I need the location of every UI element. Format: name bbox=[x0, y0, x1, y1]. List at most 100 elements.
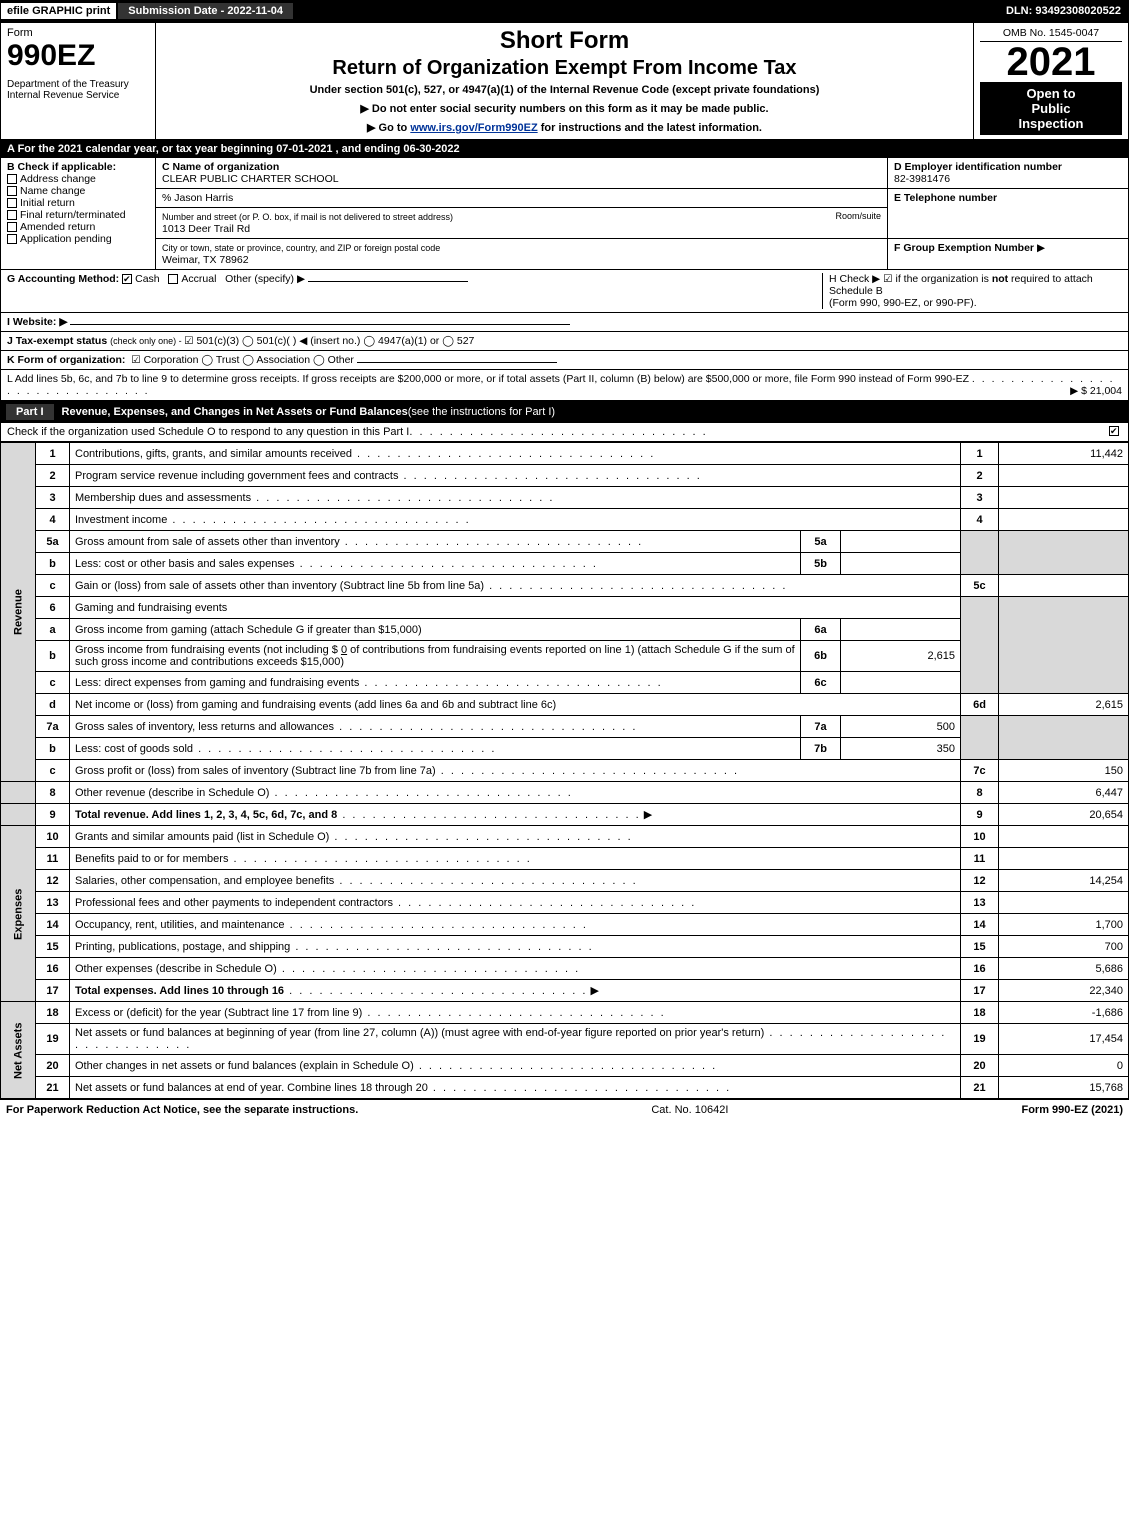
line-7a: 7a Gross sales of inventory, less return… bbox=[1, 716, 1129, 738]
l-text: L Add lines 5b, 6c, and 7b to line 9 to … bbox=[7, 373, 969, 385]
l3-rnum: 3 bbox=[961, 487, 999, 509]
l3-num: 3 bbox=[36, 487, 70, 509]
city-value: Weimar, TX 78962 bbox=[162, 254, 249, 266]
l2-dots bbox=[398, 470, 701, 482]
opt-name-change: Name change bbox=[20, 185, 85, 197]
efile-print-button[interactable]: efile GRAPHIC print bbox=[0, 2, 117, 20]
line-4: 4 Investment income 4 bbox=[1, 509, 1129, 531]
i-label: I Website: ▶ bbox=[7, 316, 67, 328]
part-i-header: Part I Revenue, Expenses, and Changes in… bbox=[0, 401, 1129, 423]
l12-dots bbox=[334, 875, 637, 887]
chk-initial-return[interactable] bbox=[7, 198, 17, 208]
l6-desc: Gaming and fundraising events bbox=[70, 597, 961, 619]
chk-schedule-o[interactable] bbox=[1109, 426, 1119, 436]
l5c-num: c bbox=[36, 575, 70, 597]
l19-num: 19 bbox=[36, 1024, 70, 1055]
chk-application-pending[interactable] bbox=[7, 234, 17, 244]
l6c-dots bbox=[359, 677, 662, 689]
l9-num: 9 bbox=[36, 804, 70, 826]
k-other-input[interactable] bbox=[357, 362, 557, 363]
footer-cat-no: Cat. No. 10642I bbox=[651, 1104, 728, 1116]
l10-num: 10 bbox=[36, 826, 70, 848]
part-i-sub: (see the instructions for Part I) bbox=[408, 406, 555, 418]
l17-desc: Total expenses. Add lines 10 through 16 bbox=[75, 985, 284, 997]
l16-desc: Other expenses (describe in Schedule O) bbox=[75, 963, 277, 975]
note-goto: ▶ Go to www.irs.gov/Form990EZ for instru… bbox=[162, 121, 967, 134]
dept-irs: Internal Revenue Service bbox=[7, 90, 149, 101]
f-arrow: ▶ bbox=[1037, 242, 1045, 254]
l1-dots bbox=[352, 448, 655, 460]
l6a-num: a bbox=[36, 619, 70, 641]
l8-rval: 6,447 bbox=[999, 782, 1129, 804]
opt-final-return: Final return/terminated bbox=[20, 209, 126, 221]
l6b-sv: 2,615 bbox=[841, 641, 961, 672]
b-label: B Check if applicable: bbox=[7, 161, 116, 173]
org-name: CLEAR PUBLIC CHARTER SCHOOL bbox=[162, 173, 339, 185]
l20-rnum: 20 bbox=[961, 1055, 999, 1077]
l5c-desc: Gain or (loss) from sale of assets other… bbox=[75, 580, 484, 592]
line-12: 12 Salaries, other compensation, and emp… bbox=[1, 870, 1129, 892]
l5b-num: b bbox=[36, 553, 70, 575]
l11-desc: Benefits paid to or for members bbox=[75, 853, 228, 865]
l6b-d1: Gross income from fundraising events (no… bbox=[75, 644, 338, 656]
title-return: Return of Organization Exempt From Incom… bbox=[162, 57, 967, 80]
chk-amended-return[interactable] bbox=[7, 222, 17, 232]
l14-dots bbox=[285, 919, 588, 931]
l1-num: 1 bbox=[36, 443, 70, 465]
l5c-rval bbox=[999, 575, 1129, 597]
l8-side-blank bbox=[1, 782, 36, 804]
street-label: Number and street (or P. O. box, if mail… bbox=[162, 212, 453, 222]
l21-desc: Net assets or fund balances at end of ye… bbox=[75, 1082, 428, 1094]
h-text3: (Form 990, 990-EZ, or 990-PF). bbox=[829, 297, 977, 309]
side-expenses: Expenses bbox=[1, 826, 36, 1002]
l21-rval: 15,768 bbox=[999, 1077, 1129, 1099]
l5c-rnum: 5c bbox=[961, 575, 999, 597]
l16-num: 16 bbox=[36, 958, 70, 980]
l11-dots bbox=[228, 853, 531, 865]
chk-final-return[interactable] bbox=[7, 210, 17, 220]
other-specify-input[interactable] bbox=[308, 281, 468, 282]
room-label: Room/suite bbox=[835, 211, 881, 221]
irs-link[interactable]: www.irs.gov/Form990EZ bbox=[410, 122, 537, 134]
website-input[interactable] bbox=[70, 324, 570, 325]
side-revenue: Revenue bbox=[1, 443, 36, 782]
l2-rnum: 2 bbox=[961, 465, 999, 487]
l5b-desc: Less: cost or other basis and sales expe… bbox=[75, 558, 295, 570]
section-gh: G Accounting Method: Cash Accrual Other … bbox=[0, 270, 1129, 313]
open-line3: Inspection bbox=[982, 116, 1120, 131]
l5a-desc: Gross amount from sale of assets other t… bbox=[75, 536, 340, 548]
l6d-rval: 2,615 bbox=[999, 694, 1129, 716]
chk-address-change[interactable] bbox=[7, 174, 17, 184]
l18-num: 18 bbox=[36, 1002, 70, 1024]
opt-other-specify: Other (specify) ▶ bbox=[225, 273, 305, 285]
l19-rval: 17,454 bbox=[999, 1024, 1129, 1055]
footer-form-ref: Form 990-EZ (2021) bbox=[1021, 1104, 1123, 1116]
l21-dots bbox=[428, 1082, 731, 1094]
line-8: 8 Other revenue (describe in Schedule O)… bbox=[1, 782, 1129, 804]
street-value: 1013 Deer Trail Rd bbox=[162, 223, 250, 235]
l9-dots bbox=[337, 809, 640, 821]
l16-rval: 5,686 bbox=[999, 958, 1129, 980]
l7c-rval: 150 bbox=[999, 760, 1129, 782]
chk-cash[interactable] bbox=[122, 274, 132, 284]
l6a-desc: Gross income from gaming (attach Schedul… bbox=[70, 619, 801, 641]
l7b-sn: 7b bbox=[801, 738, 841, 760]
chk-accrual[interactable] bbox=[168, 274, 178, 284]
care-of: % Jason Harris bbox=[162, 192, 233, 204]
section-l: L Add lines 5b, 6c, and 7b to line 9 to … bbox=[0, 370, 1129, 401]
l5a-num: 5a bbox=[36, 531, 70, 553]
chk-name-change[interactable] bbox=[7, 186, 17, 196]
top-bar: efile GRAPHIC print Submission Date - 20… bbox=[0, 0, 1129, 22]
l8-rnum: 8 bbox=[961, 782, 999, 804]
opt-application-pending: Application pending bbox=[20, 233, 112, 245]
l7ab-grey-val bbox=[999, 716, 1129, 760]
l16-rnum: 16 bbox=[961, 958, 999, 980]
l4-dots bbox=[167, 514, 470, 526]
section-i: I Website: ▶ bbox=[0, 313, 1129, 332]
l7a-dots bbox=[334, 721, 637, 733]
l5b-sn: 5b bbox=[801, 553, 841, 575]
l13-rnum: 13 bbox=[961, 892, 999, 914]
l2-num: 2 bbox=[36, 465, 70, 487]
l3-desc: Membership dues and assessments bbox=[75, 492, 251, 504]
line-1: Revenue 1 Contributions, gifts, grants, … bbox=[1, 443, 1129, 465]
